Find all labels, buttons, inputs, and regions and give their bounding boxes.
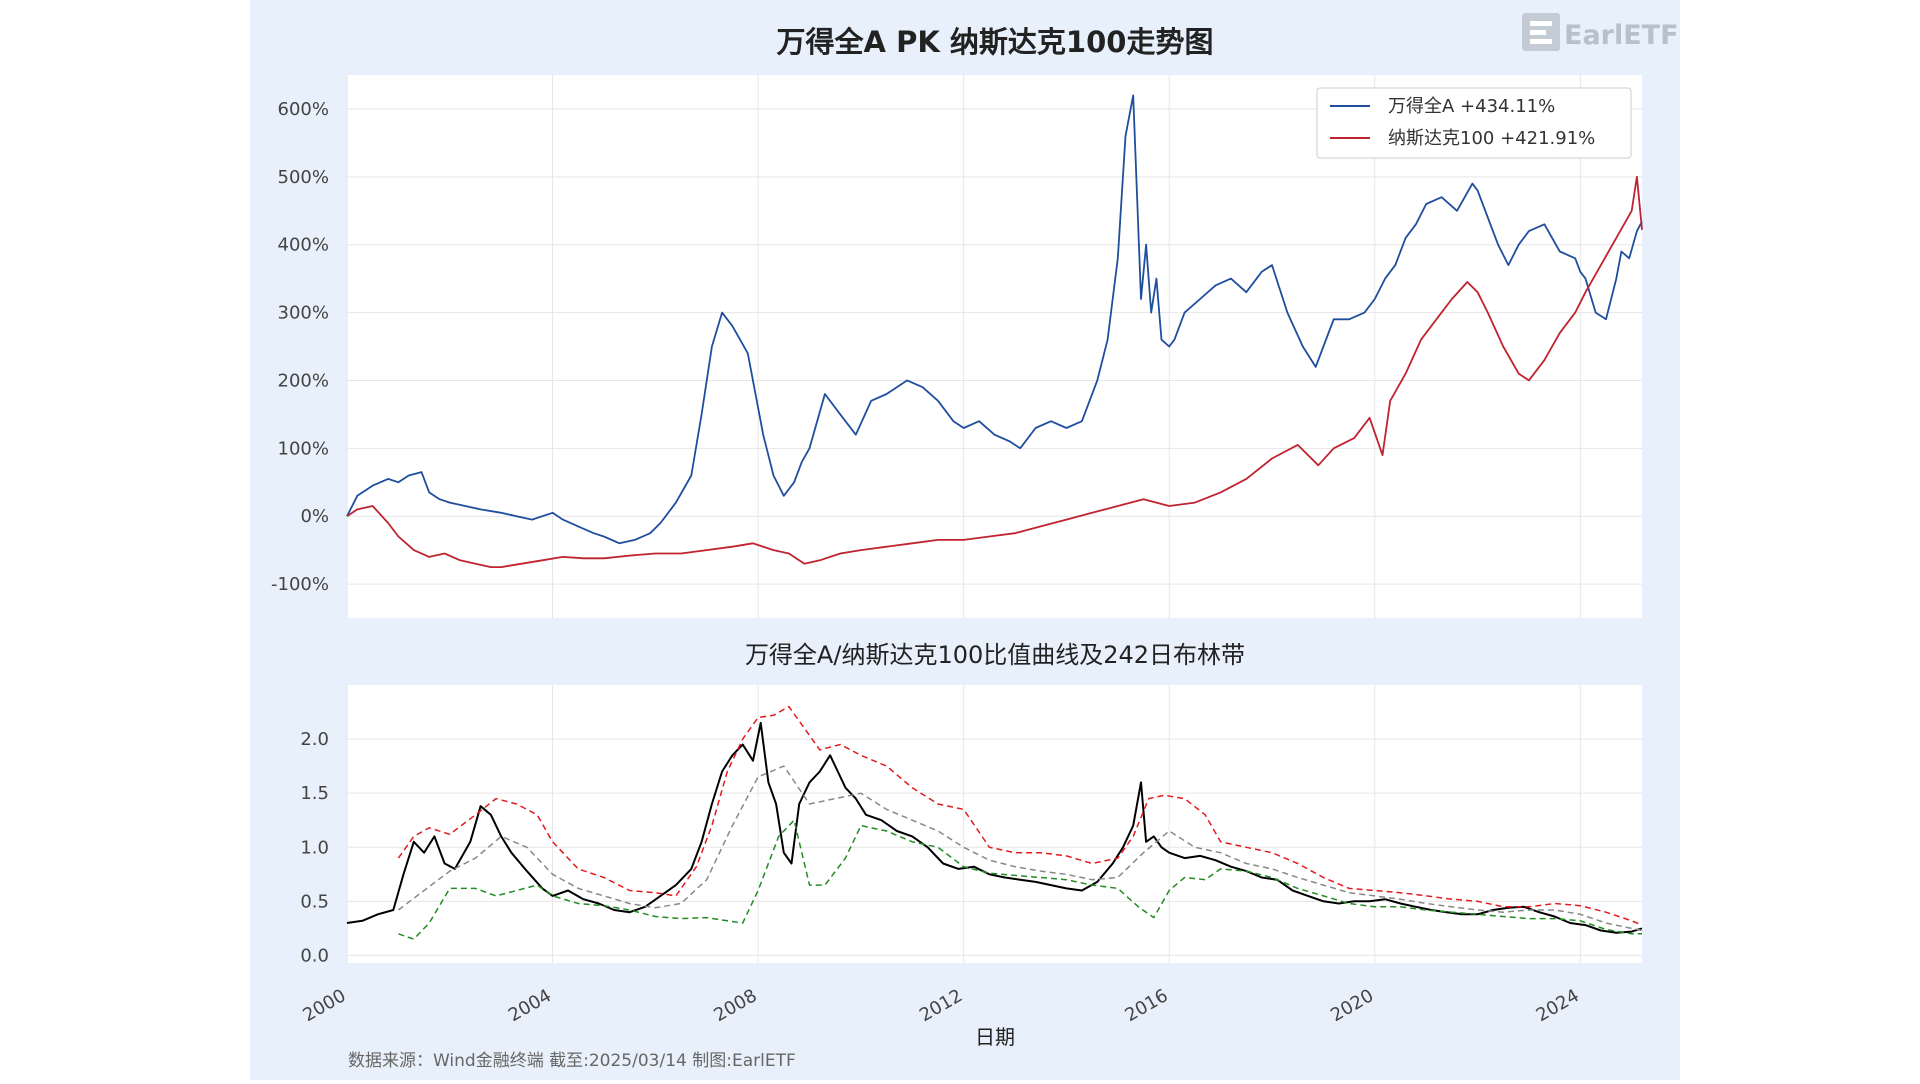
logo-icon-bar-top bbox=[1530, 21, 1552, 26]
bottom-plot-area bbox=[347, 685, 1642, 963]
logo: EarlETF bbox=[1522, 13, 1679, 51]
top-y-tick-label: 200% bbox=[278, 370, 329, 391]
bottom-series-line-lower bbox=[398, 819, 1642, 940]
bottom-series-lines bbox=[346, 705, 1643, 940]
bottom-series-line-upper bbox=[397, 705, 1643, 926]
x-axis-label: 日期 bbox=[975, 1025, 1015, 1049]
top-y-tick-label: -100% bbox=[271, 574, 329, 595]
bottom-series-line-mid bbox=[397, 765, 1643, 932]
bottom-grid bbox=[346, 685, 1642, 963]
top-y-ticks: -100% 0% 100% 200% 300% 400% 500% 600% bbox=[271, 99, 329, 595]
legend-label-nasdaq: 纳斯达克100 +421.91% bbox=[1388, 128, 1595, 149]
logo-text: EarlETF bbox=[1564, 20, 1679, 51]
top-grid bbox=[346, 75, 1642, 618]
bottom-y-tick-label: 2.0 bbox=[300, 729, 329, 750]
bottom-y-tick-label: 1.5 bbox=[300, 783, 329, 804]
bottom-y-tick-label: 1.0 bbox=[300, 837, 329, 858]
legend-box bbox=[1316, 87, 1632, 159]
top-y-tick-label: 500% bbox=[278, 167, 329, 188]
top-y-tick-label: 100% bbox=[278, 438, 329, 459]
top-y-tick-label: 400% bbox=[278, 235, 329, 256]
logo-icon-bar-mid bbox=[1530, 30, 1546, 35]
bottom-y-ticks: 0.0 0.5 1.0 1.5 2.0 bbox=[300, 729, 329, 966]
logo-icon-bar-bottom bbox=[1530, 39, 1552, 44]
chart-title: 万得全A PK 纳斯达克100走势图 bbox=[777, 25, 1214, 59]
top-y-tick-label: 300% bbox=[278, 303, 329, 324]
bottom-chart-title: 万得全A/纳斯达克100比值曲线及242日布林带 bbox=[745, 641, 1245, 669]
top-series-line-nasdaq bbox=[346, 175, 1643, 568]
top-series-lines bbox=[346, 94, 1643, 568]
top-y-tick-label: 0% bbox=[300, 506, 329, 527]
legend: 万得全A +434.11% 纳斯达克100 +421.91% bbox=[1316, 87, 1632, 159]
bottom-y-tick-label: 0.5 bbox=[300, 891, 329, 912]
top-plot-area bbox=[347, 75, 1642, 618]
bottom-y-tick-label: 0.0 bbox=[300, 945, 329, 966]
legend-label-wind: 万得全A +434.11% bbox=[1388, 96, 1555, 117]
footer-source: 数据来源：Wind金融终端 截至:2025/03/14 制图:EarlETF bbox=[348, 1051, 796, 1071]
top-y-tick-label: 600% bbox=[278, 99, 329, 120]
top-series-line-wind bbox=[346, 94, 1643, 545]
